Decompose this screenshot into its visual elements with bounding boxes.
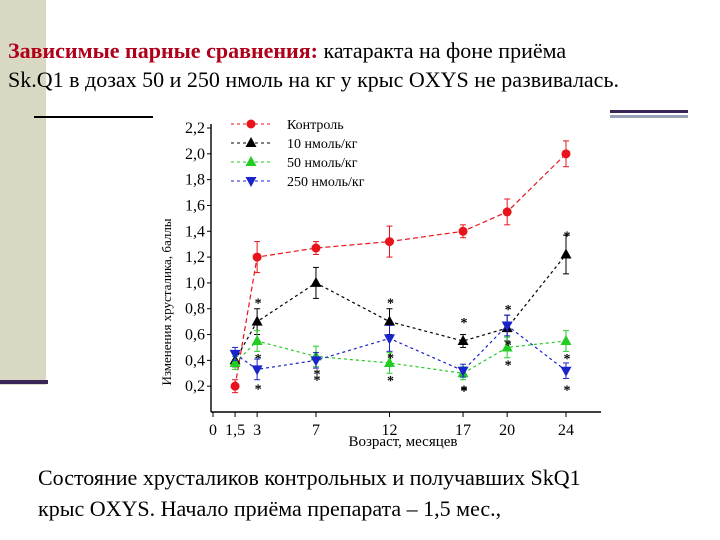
data-point-control xyxy=(252,252,262,262)
data-point-dose250 xyxy=(310,356,322,367)
data-point-dose10 xyxy=(457,335,469,345)
y-tick-label: 1,4 xyxy=(185,223,205,240)
data-point-control xyxy=(311,243,321,253)
left-decor-bar xyxy=(0,0,46,385)
significance-mark: * xyxy=(387,297,394,312)
significance-mark: * xyxy=(564,384,571,399)
significance-mark: * xyxy=(564,230,571,245)
series-line-dose50 xyxy=(234,340,567,374)
legend-label-dose10: 10 нмоль/кг xyxy=(287,137,358,152)
data-point-dose250 xyxy=(251,365,263,376)
x-tick-label: 20 xyxy=(499,422,515,439)
data-point-dose50 xyxy=(251,335,263,345)
heading-accent: Зависимые парные сравнения: xyxy=(8,38,318,63)
x-tick-label: 0 xyxy=(209,422,217,439)
x-tick-label: 12 xyxy=(382,422,398,439)
legend-marker-dose250 xyxy=(245,177,257,187)
series-line-control xyxy=(234,153,567,387)
significance-mark: * xyxy=(255,382,262,397)
slide-caption: Состояние хрусталиков контрольных и полу… xyxy=(38,462,698,524)
data-point-dose250 xyxy=(501,321,513,332)
significance-mark: * xyxy=(255,297,262,312)
x-tick-label: 24 xyxy=(558,422,574,439)
series-line-dose10 xyxy=(234,254,567,361)
significance-mark: * xyxy=(564,352,571,367)
significance-mark: * xyxy=(313,373,320,388)
data-point-dose10 xyxy=(560,248,572,259)
legend-label-control: Контроль xyxy=(287,118,344,133)
significance-mark: * xyxy=(505,303,512,318)
data-point-dose50 xyxy=(501,341,513,352)
y-tick-label: 0,8 xyxy=(185,301,205,318)
left-decor-line xyxy=(0,380,48,384)
legend-marker-dose50 xyxy=(245,156,257,166)
data-point-dose50 xyxy=(229,356,241,367)
caption-line1: Состояние хрусталиков контрольных и полу… xyxy=(38,465,581,490)
legend-label-dose250: 250 нмоль/кг xyxy=(287,175,365,190)
decor-rule-left xyxy=(34,116,158,118)
data-point-control xyxy=(230,381,240,391)
x-tick-label: 17 xyxy=(455,422,471,439)
y-tick-label: 0,2 xyxy=(185,378,205,395)
data-point-dose50 xyxy=(560,335,572,345)
slide-heading: Зависимые парные сравнения: катаракта на… xyxy=(8,36,720,94)
y-tick-label: 2,0 xyxy=(185,146,205,163)
significance-mark: * xyxy=(387,351,394,366)
legend-marker-dose10 xyxy=(245,137,257,147)
legend-label-dose50: 50 нмоль/кг xyxy=(287,156,358,171)
y-axis-label: Изменения хрусталика, баллы xyxy=(159,218,174,385)
significance-mark: * xyxy=(387,374,394,389)
x-tick-label: 1,5 xyxy=(225,422,245,439)
legend-marker-control xyxy=(246,119,256,129)
y-tick-label: 0,6 xyxy=(185,327,205,344)
heading-line2: Sk.Q1 в дозах 50 и 250 нмоль на кг у кры… xyxy=(8,67,619,92)
data-point-control xyxy=(502,207,512,217)
y-tick-label: 2,2 xyxy=(185,120,205,137)
data-point-dose250 xyxy=(457,366,469,377)
significance-mark: * xyxy=(461,316,468,331)
data-point-dose10 xyxy=(384,315,395,326)
x-axis-label: Возраст, месяцев xyxy=(348,434,457,450)
x-tick-label: 7 xyxy=(312,422,320,439)
chart-panel: 2,2 2,0 1,8 1,6 1,4 1,2 1,0 0,8 0,6 0,4 0,2 0 1,5 3 7 1… xyxy=(153,106,610,457)
data-point-dose250 xyxy=(229,349,241,360)
data-point-control xyxy=(561,149,571,159)
y-tick-label: 1,0 xyxy=(185,275,205,292)
data-point-dose250 xyxy=(384,334,395,345)
data-point-control xyxy=(385,237,394,247)
significance-mark: * xyxy=(461,384,468,399)
y-tick-label: 1,6 xyxy=(185,197,205,214)
chart-svg: 2,2 2,0 1,8 1,6 1,4 1,2 1,0 0,8 0,6 0,4 0,2 0 1,5 3 7 1… xyxy=(159,118,601,450)
y-tick-label: 1,2 xyxy=(185,249,205,266)
significance-mark: * xyxy=(461,384,468,399)
significance-mark: * xyxy=(505,339,512,354)
data-point-dose50 xyxy=(384,356,395,367)
y-tick-label: 0,4 xyxy=(185,352,205,369)
significance-mark: * xyxy=(313,367,320,382)
significance-mark: * xyxy=(505,358,512,373)
data-point-control xyxy=(458,226,468,236)
data-point-dose250 xyxy=(560,366,572,377)
data-point-dose10 xyxy=(251,315,263,326)
y-tick-label: 1,8 xyxy=(185,172,205,189)
caption-line2: крыс OXYS. Начало приёма препарата – 1,5… xyxy=(38,496,502,521)
heading-line1: катаракта на фоне приёма xyxy=(317,38,567,63)
x-tick-label: 3 xyxy=(253,422,261,439)
data-point-dose10 xyxy=(310,276,322,287)
decor-rule-right xyxy=(610,110,688,122)
